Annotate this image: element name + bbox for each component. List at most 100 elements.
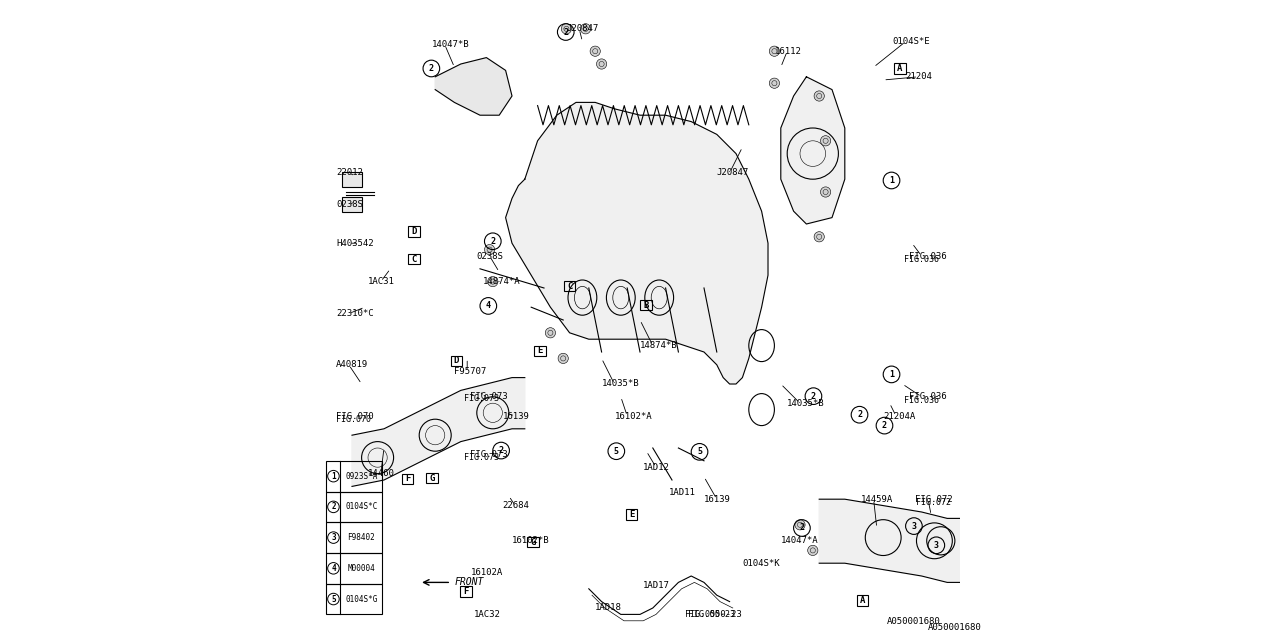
Text: 4: 4	[332, 564, 335, 573]
Text: 0104S*K: 0104S*K	[742, 559, 780, 568]
Bar	[527, 537, 539, 547]
Text: 22310*C: 22310*C	[335, 309, 374, 318]
Polygon shape	[781, 77, 845, 224]
Bar	[343, 197, 361, 212]
Bar	[535, 346, 545, 356]
Text: A40819: A40819	[335, 360, 369, 369]
Text: 2: 2	[332, 502, 335, 511]
Text: 21204A: 21204A	[883, 412, 915, 420]
Text: FIG.036: FIG.036	[904, 396, 938, 404]
Bar	[858, 595, 869, 605]
Bar	[326, 522, 381, 553]
Text: 2: 2	[563, 28, 568, 36]
Text: J20847: J20847	[717, 168, 749, 177]
Text: D: D	[453, 356, 460, 365]
Text: FIG.070: FIG.070	[335, 412, 374, 420]
Circle shape	[769, 78, 780, 88]
Bar	[343, 172, 361, 187]
Text: 14035*B: 14035*B	[787, 399, 824, 408]
Text: 3: 3	[911, 522, 916, 531]
Text: A050001680: A050001680	[887, 617, 941, 626]
Text: E: E	[628, 510, 635, 519]
Text: E: E	[538, 346, 543, 355]
Bar	[426, 473, 438, 483]
Text: FIG.036: FIG.036	[909, 392, 946, 401]
Text: 1AC31: 1AC31	[369, 277, 394, 286]
Text: F95707: F95707	[454, 367, 486, 376]
Text: 2: 2	[490, 237, 495, 246]
Circle shape	[820, 136, 831, 146]
Bar	[326, 492, 381, 522]
Bar	[895, 63, 906, 74]
Text: A050001680: A050001680	[928, 623, 982, 632]
Text: 2: 2	[858, 410, 861, 419]
Text: 16112: 16112	[774, 47, 801, 56]
Bar	[461, 586, 471, 596]
Circle shape	[769, 46, 780, 56]
Text: 14874*A: 14874*A	[484, 277, 521, 286]
Circle shape	[814, 232, 824, 242]
Bar	[451, 356, 462, 366]
Text: 16139: 16139	[502, 412, 529, 420]
Bar	[326, 553, 381, 584]
Text: 1: 1	[332, 472, 335, 481]
Text: 1AC32: 1AC32	[474, 610, 500, 619]
Circle shape	[558, 353, 568, 364]
Text: 2: 2	[499, 446, 503, 455]
Text: 1: 1	[890, 176, 893, 185]
Text: 5: 5	[614, 447, 618, 456]
Text: 0923S*A: 0923S*A	[346, 472, 378, 481]
Circle shape	[820, 187, 831, 197]
Text: F: F	[404, 474, 411, 483]
Text: A: A	[897, 64, 902, 73]
Circle shape	[596, 59, 607, 69]
Bar	[326, 584, 381, 614]
Text: 0104S*E: 0104S*E	[893, 37, 931, 46]
Text: 0104S*C: 0104S*C	[346, 502, 378, 511]
Text: 5: 5	[698, 447, 701, 456]
Text: 0104S*G: 0104S*G	[346, 595, 378, 604]
Text: G: G	[530, 538, 536, 547]
Text: 14459A: 14459A	[860, 495, 893, 504]
Text: 3: 3	[934, 541, 938, 550]
Circle shape	[488, 276, 498, 287]
Text: 5: 5	[332, 595, 335, 604]
Text: 0238S: 0238S	[335, 200, 362, 209]
Text: FIG.073: FIG.073	[471, 392, 508, 401]
Text: FIG.070: FIG.070	[335, 415, 371, 424]
Text: 2: 2	[429, 64, 434, 73]
Bar	[402, 474, 413, 484]
Polygon shape	[435, 58, 512, 115]
Text: FIG.072: FIG.072	[915, 495, 952, 504]
Circle shape	[795, 520, 805, 530]
Text: FIG.050-23: FIG.050-23	[685, 610, 735, 619]
Text: G: G	[429, 474, 435, 483]
Bar	[626, 509, 637, 520]
Text: F98402: F98402	[347, 533, 375, 542]
Text: FRONT: FRONT	[454, 577, 484, 588]
Text: J20847: J20847	[566, 24, 599, 33]
Text: FIG.073: FIG.073	[471, 450, 508, 459]
Text: 2: 2	[882, 421, 887, 430]
Polygon shape	[819, 499, 960, 582]
Bar	[408, 227, 420, 237]
Text: 14047*B: 14047*B	[433, 40, 470, 49]
Circle shape	[814, 91, 824, 101]
Bar	[408, 254, 420, 264]
Text: 3: 3	[332, 533, 335, 542]
Text: 1: 1	[890, 370, 893, 379]
Text: A: A	[860, 596, 865, 605]
Text: FIG.050-23: FIG.050-23	[689, 610, 741, 619]
Text: C: C	[567, 282, 572, 291]
Text: 2: 2	[800, 524, 804, 532]
Text: 16102*B: 16102*B	[512, 536, 549, 545]
Text: B: B	[643, 301, 649, 310]
Text: FIG.036: FIG.036	[909, 252, 946, 260]
Text: FIG.073: FIG.073	[465, 394, 499, 403]
Text: 14460: 14460	[369, 469, 394, 478]
Circle shape	[808, 545, 818, 556]
Text: 2: 2	[812, 392, 815, 401]
Text: F: F	[463, 587, 468, 596]
Text: D: D	[411, 227, 417, 236]
Text: 22012: 22012	[335, 168, 362, 177]
